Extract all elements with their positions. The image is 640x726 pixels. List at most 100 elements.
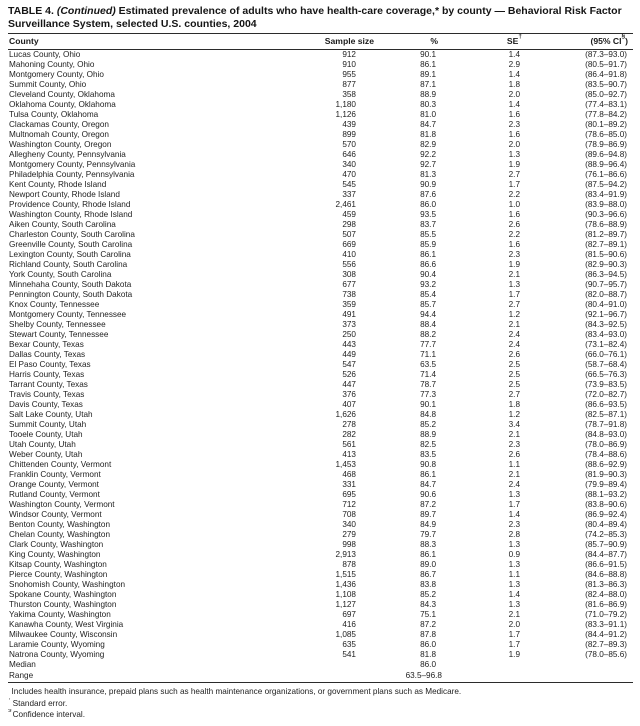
percent-cell: 94.4 [420,310,436,319]
county-cell: Cleveland County, Oklahoma [9,90,115,99]
table-row: Montgomery County, Tennessee 491 94.4 1.2 (9… [8,310,633,320]
se-cell: 1.3 [508,580,520,589]
table-row: Shelby County, Tennessee 373 88.4 2.1 (84.3–… [8,320,633,330]
se-cell: 1.3 [508,600,520,609]
county-cell: Spokane County, Washington [9,590,117,599]
se-cell: 2.3 [508,520,520,529]
se-cell: 2.1 [508,610,520,619]
table-row: Utah County, Utah 561 82.5 2.3 (78.0–86.9) [8,440,633,450]
table-row: Pierce County, Washington 1,515 86.7 1.1 (84… [8,570,633,580]
sample-size-cell: 447 [342,380,356,389]
sample-size-cell: 561 [342,440,356,449]
ci-cell: (80.1–89.2) [585,120,627,129]
percent-cell: 86.0 [420,660,436,669]
ci-cell: (83.3–91.1) [585,620,627,629]
ci-cell: (83.5–90.7) [585,80,627,89]
ci-cell: (87.5–94.2) [585,180,627,189]
county-cell: Thurston County, Washington [9,600,117,609]
summary-row: Median 86.0 [8,660,633,670]
percent-cell: 85.2 [420,590,436,599]
sample-size-cell: 541 [342,650,356,659]
se-cell: 2.8 [508,530,520,539]
percent-cell: 87.1 [420,80,436,89]
table-row: Oklahoma County, Oklahoma 1,180 80.3 1.4 (77… [8,100,633,110]
se-cell: 1.4 [508,50,520,59]
sample-size-cell: 738 [342,290,356,299]
percent-cell: 88.2 [420,330,436,339]
sample-size-cell: 373 [342,320,356,329]
sample-size-cell: 912 [342,50,356,59]
sample-size-cell: 439 [342,120,356,129]
table-row: Aiken County, South Carolina 298 83.7 2.6 (7… [8,220,633,230]
county-cell: Summit County, Utah [9,420,87,429]
section-superscript: § [621,32,626,40]
county-cell: Montgomery County, Ohio [9,70,104,79]
sample-size-cell: 635 [342,640,356,649]
se-cell: 2.5 [508,360,520,369]
table-row: Multnomah County, Oregon 899 81.8 1.6 (78.6–… [8,130,633,140]
county-cell: Kanawha County, West Virginia [9,620,124,629]
column-header-county: County [8,33,258,50]
sample-size-cell: 413 [342,450,356,459]
ci-cell: (92.1–96.7) [585,310,627,319]
ci-cell: (83.8–90.6) [585,500,627,509]
ci-cell: (73.1–82.4) [585,340,627,349]
se-cell: 2.3 [508,250,520,259]
county-cell: El Paso County, Texas [9,360,91,369]
se-cell: 1.3 [508,540,520,549]
sample-size-cell: 340 [342,520,356,529]
sample-size-cell: 1,180 [335,100,357,109]
percent-cell: 87.6 [420,190,436,199]
se-cell: 1.8 [508,400,520,409]
percent-cell: 93.5 [420,210,436,219]
ci-cell: (82.7–89.1) [585,240,627,249]
se-cell: 2.4 [508,330,520,339]
ci-cell: (72.0–82.7) [585,390,627,399]
sample-size-cell: 407 [342,400,356,409]
percent-cell: 83.5 [420,450,436,459]
se-cell: 2.0 [508,620,520,629]
sample-size-cell: 358 [342,90,356,99]
percent-cell: 85.5 [420,230,436,239]
sample-size-cell: 570 [342,140,356,149]
table-row: Spokane County, Washington 1,108 85.2 1.4 (8… [8,590,633,600]
ci-cell: (84.4–91.2) [585,630,627,639]
table-row: Richland County, South Carolina 556 86.6 1.… [8,260,633,270]
table-row: Laramie County, Wyoming 635 86.0 1.7 (82.7–8… [8,640,633,650]
sample-size-cell: 2,913 [335,550,357,559]
ci-cell: (82.9–90.3) [585,260,627,269]
se-cell: 2.6 [508,220,520,229]
table-continued-label: (Continued) [56,5,116,17]
sample-size-cell: 443 [342,340,356,349]
percent-cell: 71.1 [420,350,436,359]
percent-cell: 86.0 [420,640,436,649]
table-row: Providence County, Rhode Island 2,461 86.0… [8,200,633,210]
se-cell: 1.2 [508,310,520,319]
sample-size-cell: 697 [342,610,356,619]
ci-cell: (90.7–95.7) [585,280,627,289]
ci-cell: (82.5–87.1) [585,410,627,419]
se-cell: 2.6 [508,350,520,359]
ci-cell: (83.4–91.9) [585,190,627,199]
sample-size-cell: 340 [342,160,356,169]
ci-cell: (84.8–93.0) [585,430,627,439]
table-row: Newport County, Rhode Island 337 87.6 2.2 (8… [8,190,633,200]
ci-cell: (81.5–90.6) [585,250,627,259]
percent-cell: 63.5 [420,360,436,369]
sample-size-cell: 899 [342,130,356,139]
county-cell: Orange County, Vermont [9,480,99,489]
county-cell: Montgomery County, Pennsylvania [9,160,136,169]
table-row: Natrona County, Wyoming 541 81.8 1.9 (78.0–8… [8,650,633,660]
column-header-sample-size-label: Sample size [324,36,374,46]
sample-size-cell: 545 [342,180,356,189]
se-cell: 1.3 [508,490,520,499]
table-row: El Paso County, Texas 547 63.5 2.5 (58.7–68.… [8,360,633,370]
se-cell: 1.4 [508,590,520,599]
table-header: County Sample size % SE† (95% CI§) [8,32,633,50]
sample-size-cell: 998 [342,540,356,549]
county-cell: Harris County, Texas [9,370,85,379]
sample-size-cell: 1,453 [335,460,357,469]
table-row: Clark County, Washington 998 88.3 1.3 (85.7–… [8,540,633,550]
county-cell: Pennington County, South Dakota [9,290,133,299]
percent-cell: 84.7 [420,120,436,129]
